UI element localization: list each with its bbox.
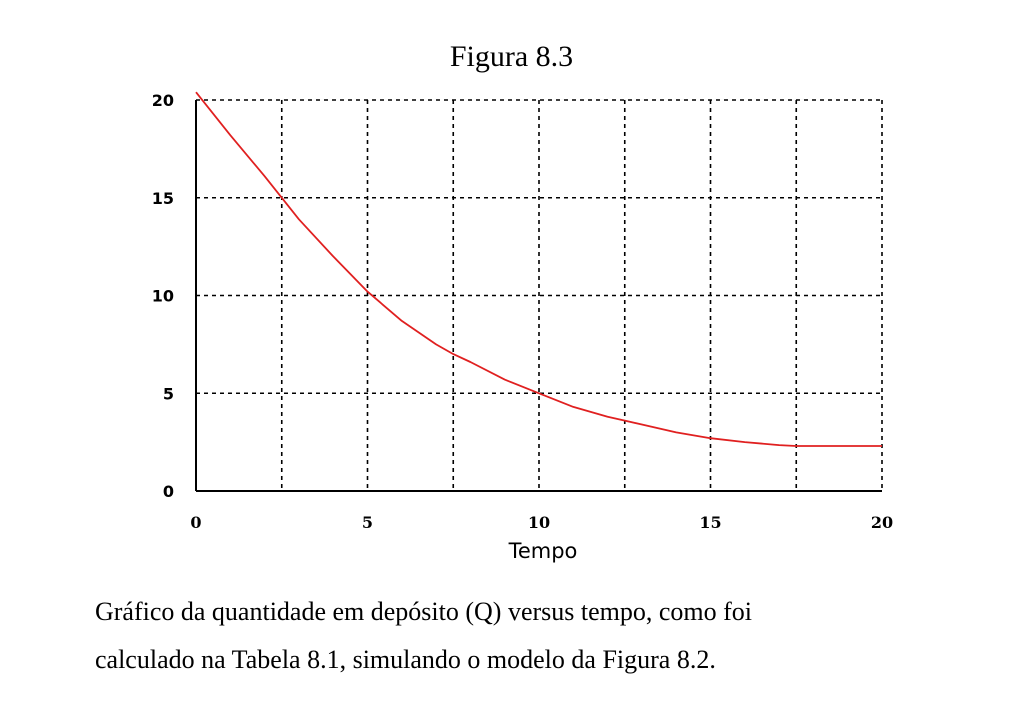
chart-axes xyxy=(195,100,882,492)
y-tick-label: 5 xyxy=(163,384,174,403)
y-tick-label: 20 xyxy=(152,91,174,110)
x-tick-label: 10 xyxy=(528,513,550,532)
figure-caption: Gráfico da quantidade em depósito (Q) ve… xyxy=(95,588,955,684)
x-axis-label: Tempo xyxy=(508,539,578,563)
caption-line-1: Gráfico da quantidade em depósito (Q) ve… xyxy=(95,597,753,626)
x-tick-label: 0 xyxy=(190,513,201,532)
y-tick-label: 0 xyxy=(163,482,174,501)
caption-line-2: calculado na Tabela 8.1, simulando o mod… xyxy=(95,645,716,674)
y-tick-labels: 0 5 10 15 20 xyxy=(152,91,174,501)
series-line xyxy=(195,91,882,447)
x-tick-labels: 0 5 10 15 20 xyxy=(190,513,893,532)
x-tick-label: 5 xyxy=(362,513,373,532)
x-tick-label: 15 xyxy=(699,513,721,532)
chart-series xyxy=(195,91,882,447)
x-tick-label: 20 xyxy=(871,513,893,532)
chart-grid xyxy=(196,99,883,491)
y-tick-label: 15 xyxy=(152,189,174,208)
figure-title: Figura 8.3 xyxy=(449,40,574,73)
y-tick-label: 10 xyxy=(152,287,174,306)
